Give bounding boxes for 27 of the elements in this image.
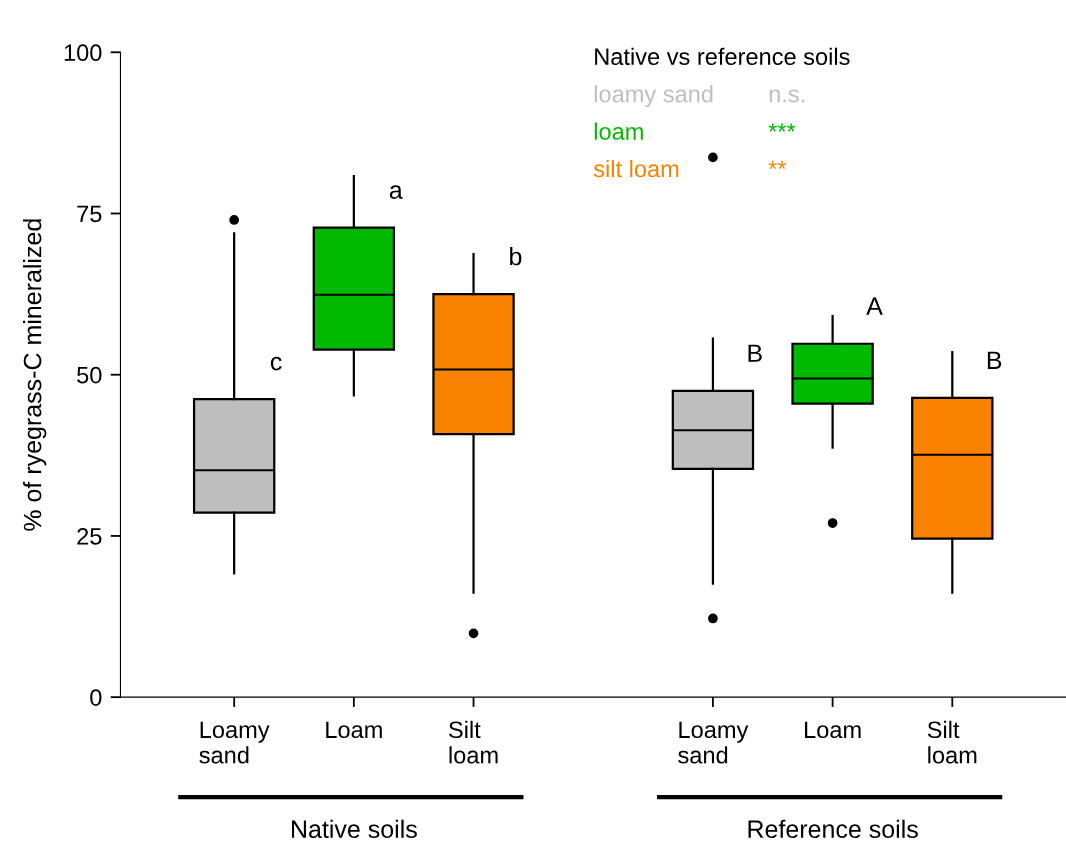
text: B	[748, 344, 762, 362]
annotation: ***	[768, 123, 796, 132]
y-tick-label: 75	[77, 205, 102, 223]
y-tick-label: 100	[64, 44, 102, 62]
y-tick-label: 50	[77, 366, 102, 384]
x-tick-label: Silt loam	[927, 720, 977, 764]
y-axis-title: % of ryegrass-C mineralized	[23, 219, 47, 531]
annotation: silt loam	[593, 159, 679, 178]
x-tick-label: Loam	[326, 721, 382, 739]
text: Native soils	[291, 819, 417, 839]
text: B	[987, 351, 1002, 369]
annotation: loamy sand	[594, 85, 713, 108]
x-tick-label: Loamy sand	[199, 721, 270, 764]
x-tick-label: Silt loam	[449, 720, 498, 764]
x-tick-label: Loam	[805, 721, 861, 739]
text: Reference soils	[748, 819, 918, 839]
text: c	[270, 356, 282, 371]
text: a	[389, 185, 403, 199]
y-tick-label: 25	[77, 528, 102, 545]
annotation: n.s.	[769, 89, 805, 103]
x-tick-label: Loamy sand	[678, 721, 749, 764]
text: A	[866, 297, 883, 315]
annotation: loam	[594, 122, 643, 140]
annotation: Native vs reference soils	[595, 47, 850, 66]
text: b	[510, 246, 522, 266]
y-tick-label: 0	[90, 689, 102, 706]
annotation: **	[768, 160, 787, 170]
